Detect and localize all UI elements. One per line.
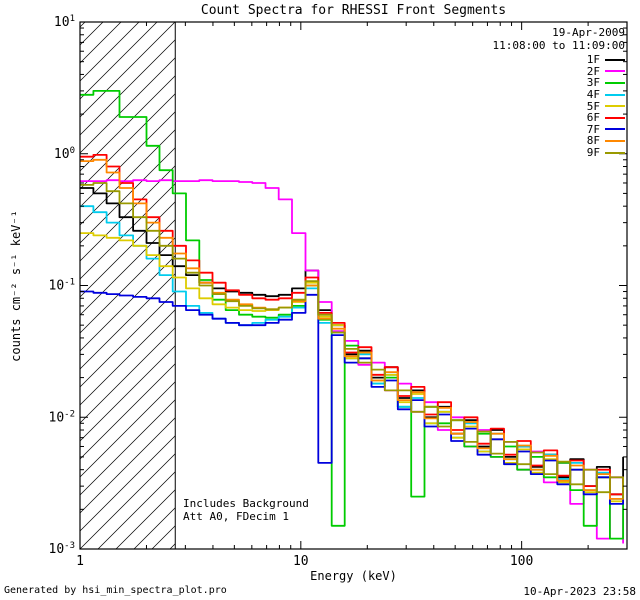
- chart-title: Count Spectra for RHESSI Front Segments: [200, 3, 507, 18]
- plot-border: [79, 21, 628, 550]
- legend-label: 4F: [586, 88, 600, 102]
- legend-color-line: [605, 93, 625, 96]
- legend-color-line: [605, 128, 625, 131]
- legend-item-1F: 1F: [586, 53, 625, 67]
- legend-label: 9F: [586, 146, 600, 160]
- footer-datetime: 10-Apr-2023 23:58: [523, 585, 636, 598]
- series-9F-line: [80, 182, 624, 499]
- legend-item-5F: 5F: [586, 99, 625, 113]
- series-2F-line: [80, 179, 624, 544]
- legend-label: 1F: [586, 53, 600, 67]
- series-5F-line: [80, 232, 624, 503]
- legend-color-line: [605, 70, 625, 73]
- legend-color-line: [605, 105, 625, 108]
- obs-date: 19-Apr-2009: [552, 26, 625, 39]
- series-8F-line: [80, 158, 624, 500]
- legend-item-3F: 3F: [586, 76, 625, 90]
- x-tick-label: 1: [76, 554, 84, 569]
- legend-label: 2F: [586, 64, 600, 78]
- series-group: [80, 90, 624, 544]
- legend-color-line: [605, 139, 625, 142]
- series-3F-line: [80, 90, 624, 540]
- y-tick-label: 10-1: [49, 278, 76, 294]
- legend-item-9F: 9F: [586, 146, 625, 160]
- legend-label: 7F: [586, 122, 600, 136]
- legend-item-8F: 8F: [586, 134, 625, 148]
- x-axis-label: Energy (keV): [310, 569, 397, 583]
- footer-generator: Generated by hsi_min_spectra_plot.pro: [4, 585, 227, 596]
- legend-item-7F: 7F: [586, 122, 625, 136]
- legend-color-line: [605, 81, 625, 84]
- series-6F-line: [80, 154, 624, 496]
- y-tick-label: 100: [54, 146, 75, 162]
- legend-color-line: [605, 116, 625, 119]
- legend-label: 8F: [586, 134, 600, 148]
- tick-labels: 1 10 100 10-3 10-2 10-1 100 101: [49, 14, 534, 569]
- legend-item-6F: 6F: [586, 111, 625, 125]
- x-tick-label: 100: [510, 554, 533, 569]
- legend-color-line: [605, 151, 625, 154]
- y-tick-label: 101: [54, 14, 75, 30]
- note-attenuator-state: Att A0, FDecim 1: [183, 510, 289, 523]
- x-tick-label: 10: [293, 554, 309, 569]
- y-tick-label: 10-2: [49, 409, 76, 425]
- note-includes-background: Includes Background: [183, 497, 309, 510]
- obs-time-range: 11:08:00 to 11:09:00: [492, 39, 625, 52]
- hatch-region: [80, 22, 176, 549]
- y-tick-label: 10-3: [49, 541, 76, 557]
- legend-label: 6F: [586, 111, 600, 125]
- axis-ticks: [79, 21, 627, 550]
- y-axis-label: counts cm⁻² s⁻¹ keV⁻¹: [9, 210, 23, 362]
- legend-item-2F: 2F: [586, 64, 625, 78]
- legend-item-4F: 4F: [586, 88, 625, 102]
- legend-label: 3F: [586, 76, 600, 90]
- legend-label: 5F: [586, 99, 600, 113]
- legend-color-line: [605, 58, 625, 61]
- legend: 1F 2F 3F 4F 5F 6F 7F 8F 9F: [586, 53, 625, 160]
